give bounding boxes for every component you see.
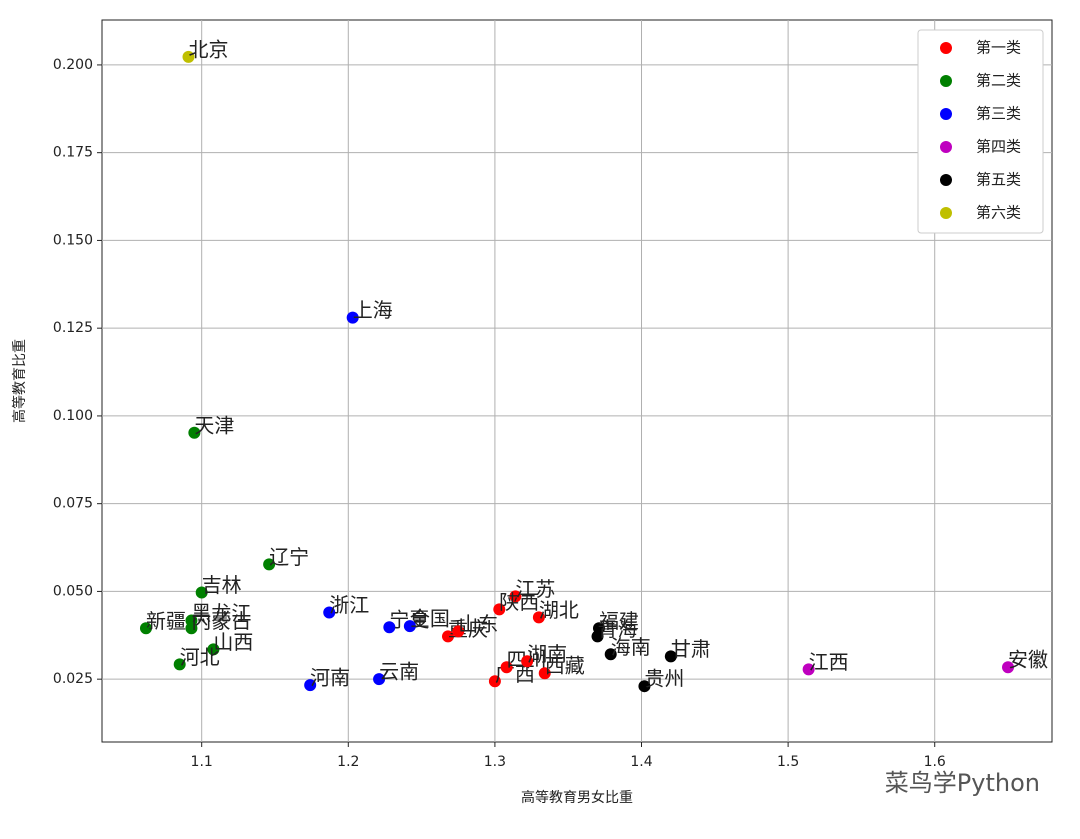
point xyxy=(488,675,501,688)
point xyxy=(452,625,465,638)
point-label: 江西 xyxy=(809,650,849,674)
point-label: 天津 xyxy=(194,413,234,437)
legend-marker xyxy=(940,75,952,87)
point-label: 北京 xyxy=(188,37,228,61)
point xyxy=(373,673,386,686)
point xyxy=(185,622,198,635)
point-label: 陕西 xyxy=(499,590,539,614)
point-label: 山东 xyxy=(458,612,498,636)
x-tick-label: 1.1 xyxy=(191,754,213,770)
legend-label: 第一类 xyxy=(976,39,1021,57)
plot-frame xyxy=(101,19,1053,743)
x-tick-label: 1.2 xyxy=(337,754,359,770)
legend-label: 第六类 xyxy=(976,204,1021,222)
y-tick-label: 0.125 xyxy=(53,320,93,336)
point xyxy=(263,558,276,571)
legend-marker xyxy=(940,174,952,186)
point xyxy=(173,658,186,671)
y-tick-label: 0.075 xyxy=(53,496,93,512)
y-tick-label: 0.150 xyxy=(53,232,93,248)
y-axis-label: 高等教育比重 xyxy=(11,339,28,423)
watermark: 菜鸟学Python xyxy=(885,769,1040,797)
legend-marker xyxy=(940,141,952,153)
x-tick-label: 1.4 xyxy=(630,754,652,770)
point xyxy=(1002,661,1015,674)
point-label: 江苏 xyxy=(515,577,555,601)
point-label: 吉林 xyxy=(202,573,242,597)
y-tick-label: 0.200 xyxy=(53,57,93,73)
point-label: 河北 xyxy=(180,645,220,669)
point xyxy=(521,655,534,668)
point-label: 黑龙江 xyxy=(191,601,251,625)
point-label: 海南 xyxy=(611,635,651,659)
point xyxy=(638,680,651,693)
point-label: 贵州 xyxy=(644,667,684,691)
point xyxy=(802,663,815,676)
point-label: 西藏 xyxy=(545,654,585,678)
y-tick-label: 0.050 xyxy=(53,583,93,599)
point-label: 湖南 xyxy=(527,642,567,666)
point-label: 新疆 xyxy=(146,609,186,633)
x-tick-label: 1.6 xyxy=(924,754,946,770)
y-tick-label: 0.025 xyxy=(53,671,93,687)
point xyxy=(441,630,454,643)
point xyxy=(323,606,336,619)
point xyxy=(383,621,396,634)
point-label: 河南 xyxy=(310,666,350,690)
point xyxy=(591,630,604,643)
point-label: 辽宁 xyxy=(269,545,309,569)
point xyxy=(139,622,152,635)
y-tick-label: 0.100 xyxy=(53,408,93,424)
point-label: 福建 xyxy=(599,609,639,633)
point xyxy=(664,650,677,663)
point-label: 青海 xyxy=(598,617,638,641)
legend-marker xyxy=(940,207,952,219)
point xyxy=(207,643,220,656)
point-label: 甘肃 xyxy=(671,637,711,661)
point xyxy=(500,661,513,674)
point-label: 浙江 xyxy=(329,593,369,617)
legend-label: 第二类 xyxy=(976,72,1021,90)
point xyxy=(346,311,359,324)
point-label: 内蒙古 xyxy=(191,609,251,633)
x-axis-label: 高等教育男女比重 xyxy=(521,789,633,806)
point xyxy=(493,603,506,616)
x-tick-label: 1.3 xyxy=(484,754,506,770)
point xyxy=(195,586,208,599)
point xyxy=(604,648,617,661)
legend-label: 第三类 xyxy=(976,105,1021,123)
point xyxy=(182,50,195,63)
legend-label: 第五类 xyxy=(976,171,1021,189)
point-label: 云南 xyxy=(379,660,419,684)
legend-marker xyxy=(940,42,952,54)
point xyxy=(304,679,317,692)
y-tick-label: 0.175 xyxy=(53,145,93,161)
point-label: 山西 xyxy=(213,630,253,654)
legend-label: 第四类 xyxy=(976,138,1021,156)
point xyxy=(403,620,416,633)
point xyxy=(509,590,522,603)
point xyxy=(532,611,545,624)
point xyxy=(188,426,201,439)
legend-marker xyxy=(940,108,952,120)
x-tick-label: 1.5 xyxy=(777,754,799,770)
point-label: 上海 xyxy=(353,298,393,322)
point-label: 安徽 xyxy=(1008,648,1048,672)
point-label: 湖北 xyxy=(539,598,579,622)
point xyxy=(538,667,551,680)
point-label: 全国 xyxy=(410,607,450,631)
